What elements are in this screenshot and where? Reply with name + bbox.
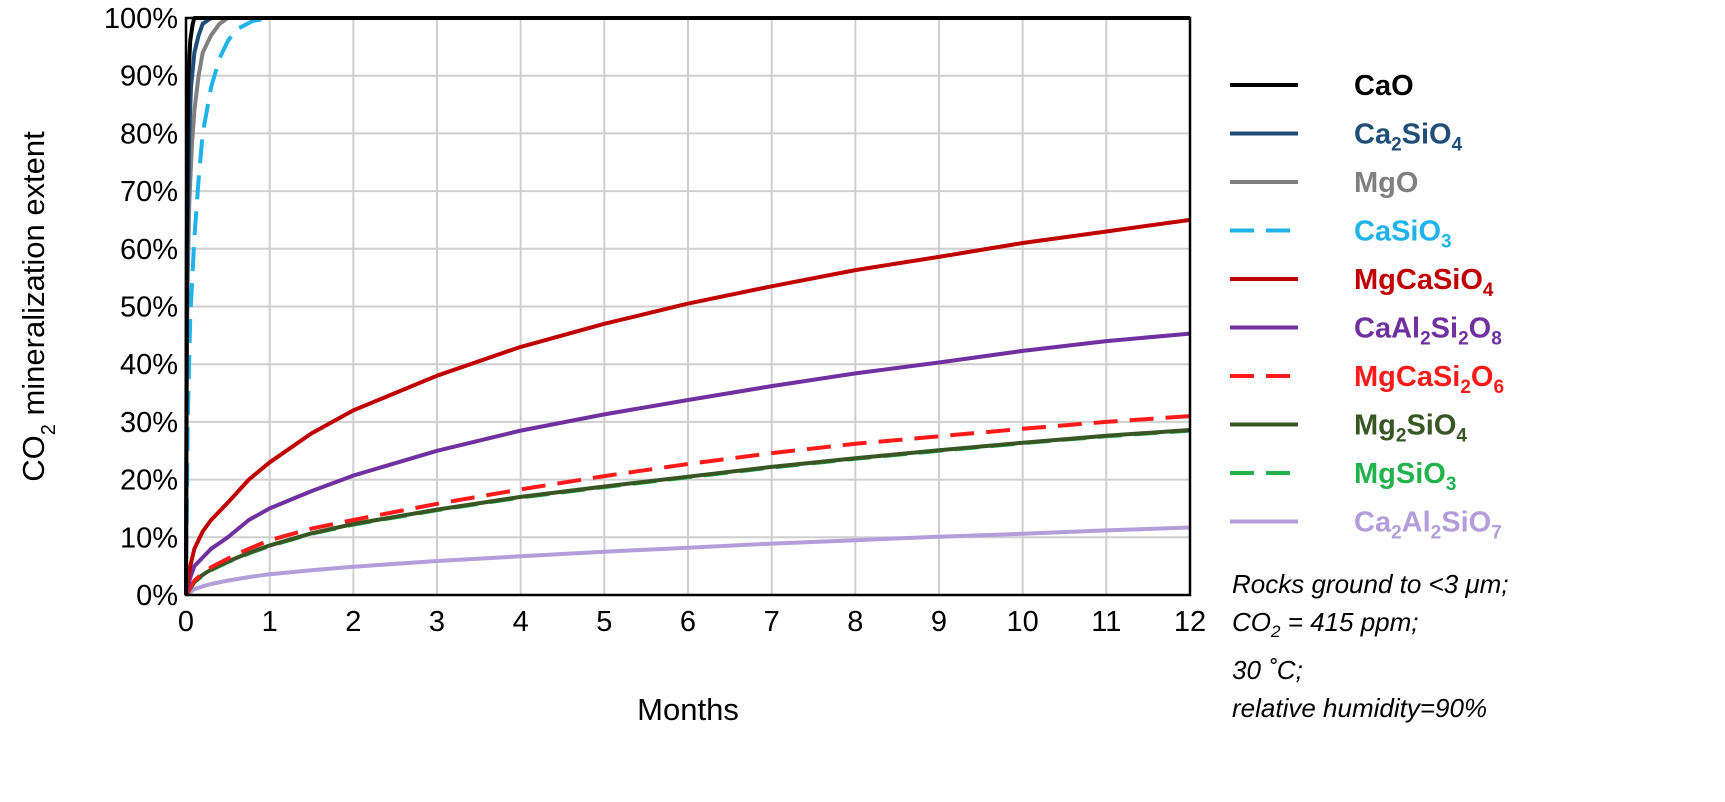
x-tick-label: 1 xyxy=(262,606,278,638)
series-line-mgcasio4 xyxy=(184,217,1191,596)
x-tick-label: 10 xyxy=(1007,606,1039,638)
note-line-2: CO2 = 415 ppm; xyxy=(1232,603,1722,651)
y-tick-label: 40% xyxy=(120,349,178,381)
y-tick-label: 70% xyxy=(120,176,178,208)
legend-label-casio3: CaSiO3 xyxy=(1354,216,1452,253)
legend-label-cao: CaO xyxy=(1354,70,1414,102)
note-line-4: relative humidity=90% xyxy=(1232,693,1488,724)
y-tick-label: 30% xyxy=(120,407,178,439)
legend-label-mg2sio4: Mg2SiO4 xyxy=(1354,410,1467,447)
y-tick-label: 50% xyxy=(120,292,178,324)
x-axis-label: Months xyxy=(637,692,739,727)
y-tick-label: 10% xyxy=(120,522,178,554)
x-tick-label: 12 xyxy=(1174,606,1206,638)
note-co2-text: CO xyxy=(1232,607,1271,637)
x-tick-label: 6 xyxy=(680,606,696,638)
y-tick-label: 80% xyxy=(120,118,178,150)
series-layer xyxy=(184,16,1191,597)
x-tick-labels: 0 1 2 3 4 5 6 7 8 9 10 11 12 xyxy=(178,606,1206,638)
series-line-ca2al2sio7 xyxy=(184,525,1191,597)
y-tick-label: 20% xyxy=(120,465,178,497)
legend-label-mgcasi2o6: MgCaSi2O6 xyxy=(1354,361,1504,398)
y-label-subscript: 2 xyxy=(38,424,60,435)
y-tick-label: 90% xyxy=(120,61,178,93)
grid-lines xyxy=(185,17,1191,596)
series-line-mgcasi2o6 xyxy=(184,414,1191,597)
x-tick-label: 8 xyxy=(847,606,863,638)
legend: CaO Ca2SiO4 MgO CaSiO3 MgCaSiO4 CaAl2Si2O8 MgC… xyxy=(1230,70,1504,544)
plot-frame xyxy=(184,16,1192,597)
conditions-note: Rocks ground to <3 μm; CO2 = 415 ppm; 30… xyxy=(1232,565,1722,727)
x-tick-label: 3 xyxy=(429,606,445,638)
legend-label-ca2sio4: Ca2SiO4 xyxy=(1354,119,1463,156)
y-label-rest: mineralization extent xyxy=(16,131,51,424)
x-tick-label: 7 xyxy=(764,606,780,638)
note-line-3: 30 ˚C; xyxy=(1232,655,1303,686)
x-tick-label: 9 xyxy=(931,606,947,638)
x-tick-label: 0 xyxy=(178,606,194,638)
legend-label-mgo: MgO xyxy=(1354,167,1418,199)
legend-label-mgsio3: MgSiO3 xyxy=(1354,458,1456,495)
legend-label-mgcasio4: MgCaSiO4 xyxy=(1354,264,1494,301)
legend-label-caal2si2o8: CaAl2Si2O8 xyxy=(1354,313,1502,350)
note-line-1: Rocks ground to <3 μm; xyxy=(1232,569,1509,599)
note-co2-subscript: 2 xyxy=(1271,622,1281,642)
y-tick-labels: 0% 10% 20% 30% 40% 50% 60% 70% 80% 90% 100% xyxy=(104,3,178,612)
y-tick-label: 100% xyxy=(104,3,178,35)
series-line-casio3 xyxy=(184,16,1190,596)
note-ppm-text: = 415 ppm; xyxy=(1280,607,1419,637)
y-tick-label: 0% xyxy=(136,580,178,612)
legend-label-ca2al2sio7: Ca2Al2SiO7 xyxy=(1354,507,1502,544)
y-tick-label: 60% xyxy=(120,234,178,266)
y-label-co: CO xyxy=(16,435,51,482)
y-axis-label: CO2 mineralization extent xyxy=(16,131,60,482)
series-line-caal2si2o8 xyxy=(184,331,1191,596)
x-tick-label: 4 xyxy=(513,606,529,638)
x-tick-label: 5 xyxy=(596,606,612,638)
x-tick-label: 2 xyxy=(345,606,361,638)
x-tick-label: 11 xyxy=(1091,606,1121,638)
